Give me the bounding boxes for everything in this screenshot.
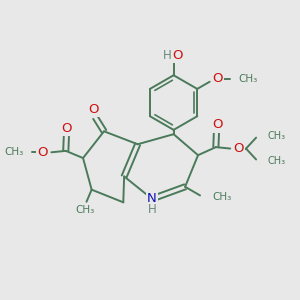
Text: H: H — [163, 49, 171, 62]
Text: CH₃: CH₃ — [5, 147, 24, 157]
Text: CH₃: CH₃ — [75, 206, 95, 215]
Text: O: O — [212, 118, 222, 131]
Text: N: N — [147, 192, 157, 206]
Text: CH₃: CH₃ — [268, 131, 286, 141]
Text: O: O — [234, 142, 244, 155]
Text: O: O — [61, 122, 72, 135]
Text: O: O — [37, 146, 47, 159]
Text: O: O — [89, 103, 99, 116]
Text: H: H — [148, 203, 156, 216]
Text: CH₃: CH₃ — [238, 74, 258, 84]
Text: O: O — [212, 72, 223, 85]
Text: CH₃: CH₃ — [212, 192, 231, 202]
Text: CH₃: CH₃ — [268, 156, 286, 166]
Text: O: O — [173, 49, 183, 62]
